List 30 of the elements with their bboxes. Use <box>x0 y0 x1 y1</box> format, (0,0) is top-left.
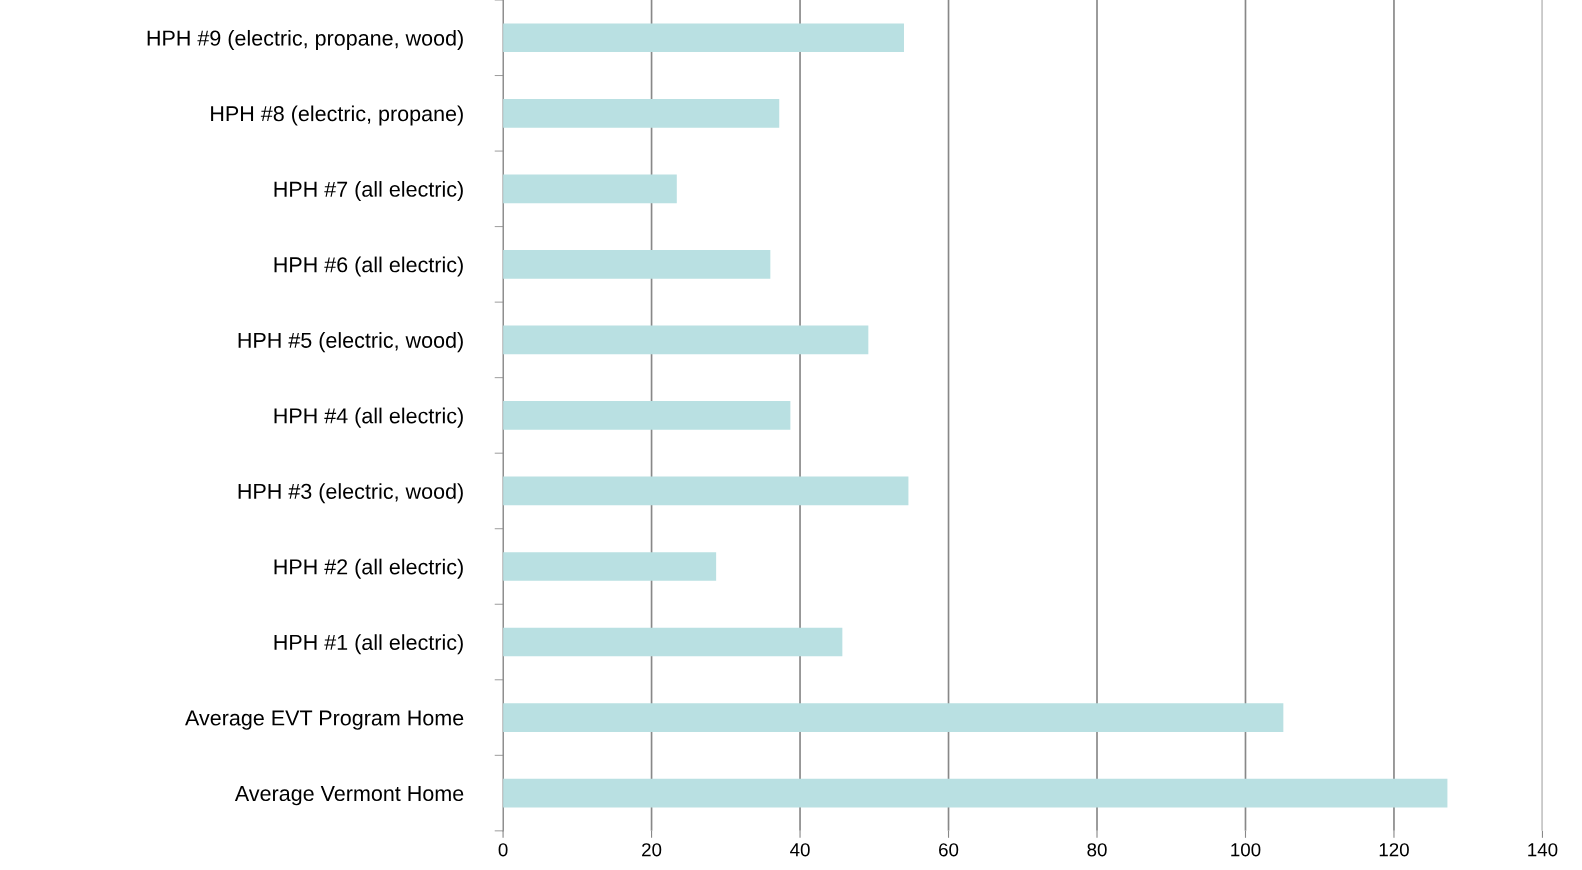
bar <box>503 98 780 128</box>
y-tick-label: HPH #9 (electric, propane, wood) <box>147 29 463 51</box>
bar <box>503 174 677 204</box>
x-tick-label: 60 <box>939 843 959 857</box>
y-tick-label: HPH #2 (all electric) <box>274 558 463 579</box>
y-tick-label: HPH #1 (all electric) <box>274 634 463 655</box>
y-tick-label: HPH #5 (electric, wood) <box>238 332 463 353</box>
y-tick-label: HPH #6 (all electric) <box>274 256 463 277</box>
bar <box>503 250 771 279</box>
x-tick-label: 120 <box>1379 843 1409 857</box>
y-tick-label: Average EVT Program Home <box>185 710 464 730</box>
bar <box>503 476 909 506</box>
bar <box>503 401 791 430</box>
x-tick-label: 0 <box>498 843 508 857</box>
bar <box>503 23 904 53</box>
bar <box>503 627 843 657</box>
x-tick-label: 20 <box>642 843 662 857</box>
bar <box>503 703 1284 732</box>
x-tick-label: 40 <box>790 843 810 857</box>
y-tick-label: HPH #7 (all electric) <box>274 181 463 202</box>
y-tick-label: HPH #4 (all electric) <box>274 407 463 428</box>
y-tick-label: Average Vermont Home <box>234 786 464 806</box>
y-tick-label: HPH #3 (electric, wood) <box>238 483 463 504</box>
y-tick-label: HPH #8 (electric, propane) <box>211 105 463 126</box>
bar <box>503 325 869 355</box>
bar <box>503 778 1448 808</box>
bar <box>503 552 717 581</box>
x-tick-label: 80 <box>1087 843 1107 857</box>
x-tick-label: 140 <box>1528 843 1558 857</box>
x-tick-label: 100 <box>1231 843 1261 857</box>
